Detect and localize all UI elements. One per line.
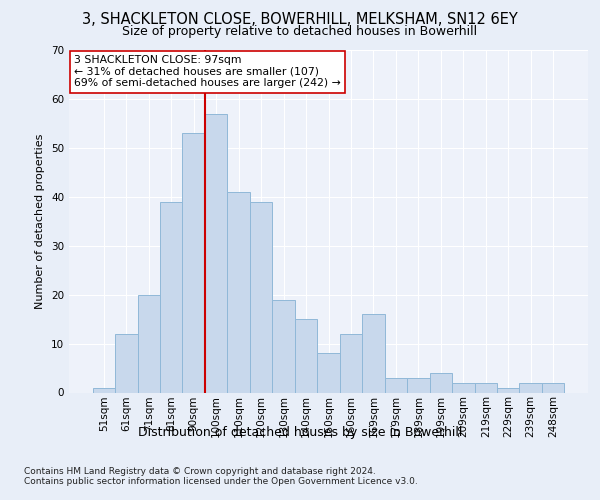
Bar [475, 382, 497, 392]
Bar [497, 388, 520, 392]
Bar [452, 382, 475, 392]
Bar [340, 334, 362, 392]
Bar [407, 378, 430, 392]
Bar [115, 334, 137, 392]
Text: 3 SHACKLETON CLOSE: 97sqm
← 31% of detached houses are smaller (107)
69% of semi: 3 SHACKLETON CLOSE: 97sqm ← 31% of detac… [74, 55, 341, 88]
Text: Contains public sector information licensed under the Open Government Licence v3: Contains public sector information licen… [24, 477, 418, 486]
Bar [205, 114, 227, 392]
Bar [272, 300, 295, 392]
Bar [250, 202, 272, 392]
Bar [520, 382, 542, 392]
Bar [160, 202, 182, 392]
Text: 3, SHACKLETON CLOSE, BOWERHILL, MELKSHAM, SN12 6EY: 3, SHACKLETON CLOSE, BOWERHILL, MELKSHAM… [82, 12, 518, 28]
Text: Contains HM Land Registry data © Crown copyright and database right 2024.: Contains HM Land Registry data © Crown c… [24, 468, 376, 476]
Bar [92, 388, 115, 392]
Bar [227, 192, 250, 392]
Bar [317, 354, 340, 393]
Bar [430, 373, 452, 392]
Bar [542, 382, 565, 392]
Text: Size of property relative to detached houses in Bowerhill: Size of property relative to detached ho… [122, 25, 478, 38]
Bar [362, 314, 385, 392]
Y-axis label: Number of detached properties: Number of detached properties [35, 134, 46, 309]
Bar [182, 133, 205, 392]
Bar [385, 378, 407, 392]
Bar [295, 319, 317, 392]
Text: Distribution of detached houses by size in Bowerhill: Distribution of detached houses by size … [138, 426, 462, 439]
Bar [137, 294, 160, 392]
